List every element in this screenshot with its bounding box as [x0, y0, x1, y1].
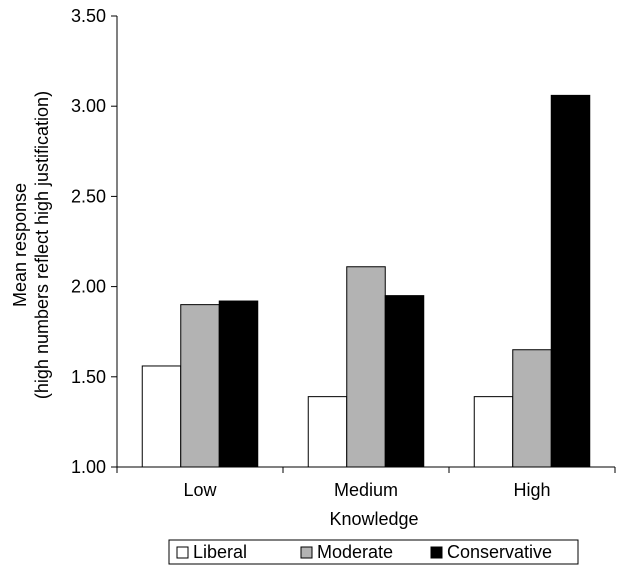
y-tick-label: 2.50	[71, 186, 106, 206]
y-axis-label-line2: (high numbers reflect high justification…	[32, 91, 52, 399]
bar-conservative-medium	[384, 295, 425, 468]
y-tick-label: 1.50	[71, 367, 106, 387]
bar-conservative-low	[218, 300, 259, 468]
bar-liberal-low	[141, 365, 182, 468]
legend-swatch-moderate	[300, 546, 313, 559]
y-tick-label: 3.50	[71, 6, 106, 26]
y-tick-label: 3.00	[71, 96, 106, 116]
x-tick-label: Medium	[334, 480, 398, 500]
legend-swatch-conservative	[430, 546, 443, 559]
legend-label-conservative: Conservative	[447, 542, 552, 562]
y-axis-label-line1: Mean response	[10, 183, 30, 307]
legend-label-liberal: Liberal	[193, 542, 247, 562]
x-tick-label: Low	[183, 480, 217, 500]
bar-liberal-high	[473, 396, 514, 468]
bar-liberal-medium	[307, 396, 348, 468]
bar-moderate-medium	[346, 266, 386, 468]
legend-swatch-liberal	[176, 546, 189, 559]
bar-moderate-low	[180, 304, 220, 468]
legend-box	[168, 539, 579, 565]
bar-series	[141, 94, 591, 468]
bar-moderate-high	[512, 349, 552, 468]
x-tick-label: High	[513, 480, 550, 500]
bar-conservative-high	[550, 94, 591, 468]
x-axis-ticks: Low Medium High	[116, 467, 616, 500]
x-axis-label: Knowledge	[329, 509, 418, 529]
y-tick-label: 1.00	[71, 457, 106, 477]
legend-label-moderate: Moderate	[317, 542, 393, 562]
legend: Liberal Moderate Conservative	[168, 539, 579, 565]
y-axis-ticks: 1.00 1.50 2.00 2.50 3.00 3.50	[71, 6, 117, 477]
y-tick-label: 2.00	[71, 277, 106, 297]
